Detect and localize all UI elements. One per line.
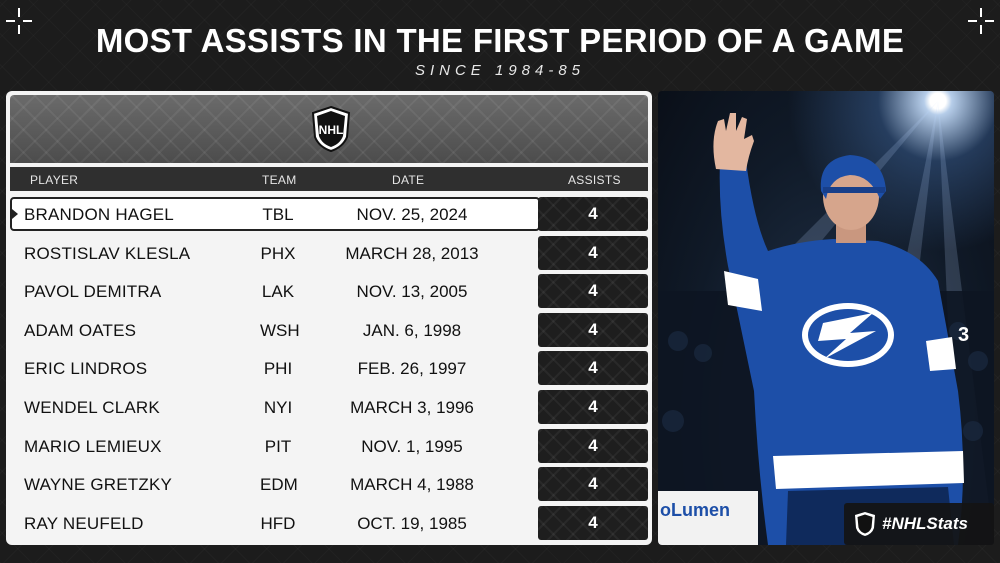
- cell-player: ERIC LINDROS: [24, 359, 148, 379]
- cell-date: MARCH 4, 1988: [350, 475, 474, 495]
- column-assists: ASSISTS: [568, 173, 621, 187]
- cell-assists: 4: [538, 428, 648, 463]
- player-illustration: oLumen 3: [658, 101, 994, 545]
- cell-date: OCT. 19, 1985: [357, 513, 467, 533]
- cell-date: MARCH 28, 2013: [345, 243, 479, 263]
- page-subtitle: SINCE 1984-85: [414, 62, 586, 79]
- cell-date: NOV. 13, 2005: [356, 282, 468, 302]
- cell-team: EDM: [260, 475, 298, 495]
- table-row: RAY NEUFELD HFD OCT. 19, 1985 4: [10, 504, 648, 543]
- cell-date: NOV. 25, 2024: [356, 205, 468, 224]
- table-banner: NHL: [10, 95, 648, 163]
- cell-team: PHI: [263, 359, 293, 379]
- corner-crosshair-icon: [6, 8, 32, 34]
- cell-player: RAY NEUFELD: [24, 513, 144, 533]
- cell-assists: 4: [538, 389, 648, 424]
- nhl-shield-logo: NHL: [311, 105, 351, 153]
- cell-team: WSH: [260, 320, 300, 340]
- cell-assists: 4: [538, 351, 648, 386]
- cell-assists: 4: [538, 505, 648, 540]
- cell-assists: 4: [538, 312, 648, 347]
- nhl-mini-logo: [855, 512, 875, 536]
- cell-assists: 4: [538, 235, 648, 270]
- cell-date: JAN. 6, 1998: [362, 320, 462, 340]
- cell-player: WENDEL CLARK: [24, 397, 160, 417]
- cell-team: LAK: [261, 282, 295, 302]
- table-row: ROSTISLAV KLESLA PHX MARCH 28, 2013 4: [10, 234, 648, 273]
- stats-table-panel: NHL PLAYER TEAM DATE ASSISTS BRANDON HAG…: [6, 91, 652, 545]
- cell-player: MARIO LEMIEUX: [24, 436, 162, 456]
- table-row: MARIO LEMIEUX PIT NOV. 1, 1995 4: [10, 427, 648, 466]
- arena-sign-text: oLumen: [660, 500, 730, 520]
- corner-crosshair-icon: [968, 8, 994, 34]
- cell-player: BRANDON HAGEL: [24, 205, 174, 224]
- cell-team: PHX: [260, 243, 296, 263]
- hashtag-text: #NHLStats: [882, 514, 968, 533]
- player-photo: oLumen 3: [658, 91, 994, 545]
- cell-date: FEB. 26, 1997: [357, 359, 467, 379]
- cell-assists: 4: [538, 274, 648, 309]
- cell-player: WAYNE GRETZKY: [24, 475, 173, 495]
- cell-date: MARCH 3, 1996: [350, 397, 474, 417]
- table-row: WAYNE GRETZKY EDM MARCH 4, 1988 4: [10, 465, 648, 504]
- table-row: ERIC LINDROS PHI FEB. 26, 1997 4: [10, 349, 648, 388]
- column-date: DATE: [392, 173, 425, 187]
- cell-assists: 4: [538, 467, 648, 502]
- jersey-number: 3: [958, 324, 969, 346]
- cell-team: PIT: [264, 436, 292, 456]
- cell-player: ADAM OATES: [24, 320, 137, 340]
- nhl-logo-text: NHL: [319, 123, 344, 137]
- hashtag-badge: #NHLStats: [844, 503, 994, 545]
- cell-player: ROSTISLAV KLESLA: [24, 243, 191, 263]
- table-column-header: PLAYER TEAM DATE ASSISTS: [10, 167, 648, 191]
- cell-assists: 4: [538, 197, 648, 231]
- row-marker-icon: [12, 209, 18, 219]
- cell-player: PAVOL DEMITRA: [24, 282, 162, 302]
- page-title: MOST ASSISTS IN THE FIRST PERIOD OF A GA…: [95, 22, 905, 59]
- cell-team: HFD: [260, 513, 296, 533]
- column-player: PLAYER: [30, 173, 79, 187]
- table-row: ADAM OATES WSH JAN. 6, 1998 4: [10, 311, 648, 350]
- table-body: BRANDON HAGEL TBL NOV. 25, 2024 4 ROSTIS…: [10, 195, 648, 542]
- column-team: TEAM: [262, 173, 297, 187]
- table-row: WENDEL CLARK NYI MARCH 3, 1996 4: [10, 388, 648, 427]
- table-row: PAVOL DEMITRA LAK NOV. 13, 2005 4: [10, 272, 648, 311]
- table-row: BRANDON HAGEL TBL NOV. 25, 2024 4: [10, 195, 648, 234]
- cell-team: NYI: [263, 397, 293, 417]
- cell-date: NOV. 1, 1995: [361, 436, 463, 456]
- cell-team: TBL: [262, 205, 294, 224]
- highlight-box: [10, 197, 540, 231]
